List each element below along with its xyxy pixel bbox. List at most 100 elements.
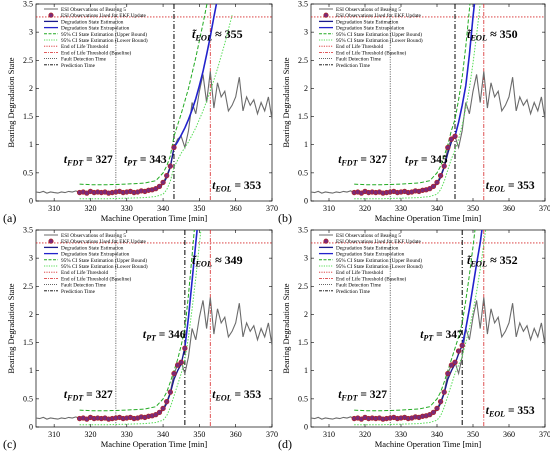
plot-area — [311, 4, 545, 201]
y-tick-label: 0.5 — [298, 168, 308, 177]
legend-entry: Degradation State Estimation — [336, 19, 399, 25]
eol-estimate-annotation-subscript: EOL — [194, 34, 212, 43]
x-tick-label: 330 — [121, 204, 133, 213]
ci-lower-series — [79, 230, 202, 426]
legend-entry: Degradation State Extrapolation — [336, 252, 405, 258]
extrapolation-series — [454, 4, 476, 137]
legend-entry: 95% CI State Estimation (Upper Bound) — [336, 257, 422, 264]
y-tick-label: 1 — [29, 140, 33, 149]
fault-detection-annotation-symbol: t — [64, 389, 68, 401]
legend-entry: End of Life Threshold (Baseline) — [61, 275, 131, 282]
y-tick-label: 0 — [29, 423, 33, 432]
legend-entry: 95% CI State Estimation (Upper Bound) — [61, 31, 147, 38]
eol-estimate-annotation-symbol: t̃ — [467, 27, 472, 41]
eol-estimate-annotation: t̃EOL ≈ 352 — [467, 253, 518, 269]
esi-observations-series — [36, 71, 272, 194]
y-tick-label: 1 — [304, 140, 308, 149]
prediction-time-annotation-symbol: t — [124, 154, 128, 166]
ekf-observation-point — [174, 362, 181, 368]
x-axis-label: Machine Operation Time [min] — [375, 439, 482, 449]
eol-annotation-value: = 353 — [232, 389, 262, 401]
esi-observations-series — [311, 71, 545, 194]
eol-annotation-symbol: t — [486, 180, 490, 192]
panel-label: (c) — [3, 437, 16, 451]
y-tick-label: 1 — [29, 366, 33, 375]
y-tick-label: 1 — [304, 366, 308, 375]
ekf-observation-point — [167, 163, 173, 169]
eol-estimate-annotation-subscript: EOL — [469, 260, 487, 269]
y-tick-label: 3.5 — [298, 0, 308, 9]
fault-detection-annotation-symbol: t — [338, 389, 342, 401]
legend-entry: Prediction Time — [336, 289, 371, 295]
prediction-time-annotation-symbol: t — [405, 154, 409, 166]
fault-detection-annotation-symbol: t — [338, 154, 342, 166]
legend-entry: ESI Observations Used for EKF Update — [336, 238, 422, 245]
x-axis-label: Machine Operation Time [min] — [101, 213, 208, 223]
y-tick-label: 3 — [29, 254, 33, 263]
x-axis-label: Machine Operation Time [min] — [375, 213, 482, 223]
x-axis-label: Machine Operation Time [min] — [101, 439, 208, 449]
legend-entry: End of Life Threshold (Baseline) — [336, 49, 406, 56]
estimation-series — [79, 346, 186, 420]
fault-detection-annotation: tFDT = 327 — [338, 389, 387, 403]
ekf-observation-point — [437, 399, 444, 405]
legend-swatch — [48, 12, 54, 18]
eol-estimate-annotation-value: ≈ 352 — [487, 253, 518, 267]
fault-detection-annotation-symbol: t — [64, 154, 68, 166]
eol-estimate-annotation-symbol: t̃ — [192, 253, 197, 267]
x-tick-label: 370 — [539, 430, 550, 439]
panel-label: (d) — [278, 437, 292, 451]
legend-entry: Prediction Time — [61, 289, 96, 295]
eol-annotation-subscript: EOL — [214, 394, 231, 403]
legend-entry: Degradation State Extrapolation — [336, 26, 405, 32]
x-tick-label: 370 — [266, 430, 278, 439]
y-tick-label: 1.5 — [298, 112, 308, 121]
prediction-time-annotation: tPT = 345 — [405, 154, 448, 168]
y-tick-label: 3 — [29, 28, 33, 37]
ekf-observation-point — [452, 133, 458, 139]
x-tick-label: 310 — [48, 430, 60, 439]
plot-area — [36, 230, 272, 427]
legend-entry: ESI Observations of Bearing 5 — [336, 232, 401, 239]
prediction-time-annotation: tPT = 346 — [143, 329, 186, 343]
y-tick-label: 0.5 — [23, 394, 33, 403]
ekf-observation-point — [171, 144, 177, 151]
legend-entry: End of Life Threshold (Baseline) — [61, 49, 131, 56]
y-axis-label: Bearing Degradation State — [281, 57, 291, 147]
ekf-observation-point — [171, 370, 177, 377]
x-tick-label: 310 — [48, 204, 60, 213]
legend-entry: End of Life Threshold — [61, 269, 108, 276]
legend-entry: End of Life Threshold — [336, 43, 383, 50]
panel-label: (a) — [3, 211, 16, 225]
eol-estimate-annotation-value: ≈ 349 — [212, 253, 243, 267]
legend-entry: ESI Observations of Bearing 5 — [336, 6, 401, 13]
legend-entry: Degradation State Estimation — [61, 19, 124, 25]
prediction-time-annotation-symbol: t — [143, 329, 147, 341]
x-tick-label: 340 — [431, 204, 443, 213]
eol-estimate-annotation-value: ≈ 350 — [487, 27, 518, 41]
y-tick-label: 2 — [29, 84, 33, 93]
ekf-observation-point — [434, 405, 440, 412]
legend-entry: Fault Detection Time — [336, 57, 382, 63]
legend-entry: 95% CI State Estimation (Lower Bound) — [336, 37, 423, 44]
fault-detection-annotation-subscript: FDT — [66, 394, 84, 403]
eol-annotation-value: = 353 — [505, 180, 535, 192]
eol-estimate-annotation: t̃EOL ≈ 355 — [192, 27, 243, 43]
y-axis-label: Bearing Degradation State — [6, 283, 16, 373]
ci-upper-series — [79, 230, 195, 412]
ekf-observation-point — [164, 173, 170, 179]
eol-annotation-subscript: EOL — [488, 410, 505, 419]
x-tick-label: 330 — [395, 204, 407, 213]
y-tick-label: 2.5 — [298, 282, 308, 291]
y-tick-label: 2 — [304, 84, 308, 93]
fault-detection-annotation: tFDT = 327 — [64, 389, 113, 403]
eol-annotation-subscript: EOL — [214, 185, 231, 194]
legend-entry: Fault Detection Time — [61, 283, 107, 289]
legend-entry: Fault Detection Time — [61, 57, 107, 63]
eol-annotation: tEOL = 353 — [212, 180, 261, 194]
eol-estimate-annotation-symbol: t̃ — [192, 27, 197, 41]
prediction-time-annotation-subscript: PT — [127, 159, 138, 168]
ekf-observation-point — [459, 342, 465, 349]
